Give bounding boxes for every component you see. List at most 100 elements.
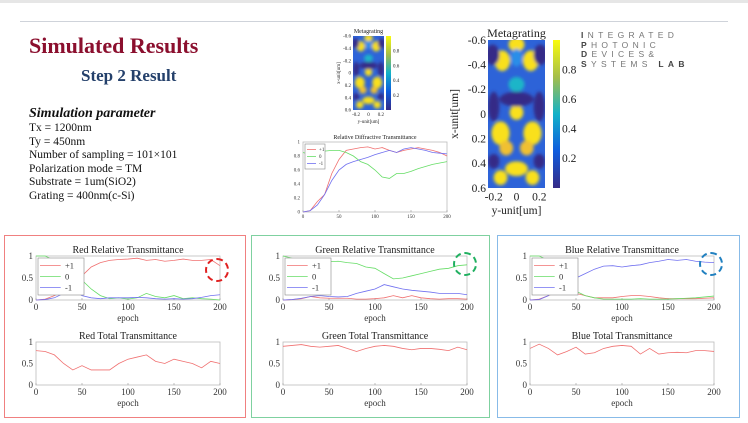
heatmap-blob [505, 161, 528, 177]
heatmap-blob [493, 170, 508, 186]
legend-label: -1 [65, 282, 72, 292]
simulation-parameters: Simulation parameter Tx = 1200nm Ty = 45… [29, 106, 177, 203]
y-tick-label: 0.6 [472, 183, 487, 195]
chart-title: Red Total Transmittance [79, 331, 178, 342]
chart-title: Metagrating [487, 26, 546, 40]
x-tick-label: 0.2 [532, 192, 547, 204]
chart-title: Blue Relative Transmittance [565, 245, 679, 256]
top-bar [0, 0, 748, 3]
chart-heat-small: Metagrating-0.6-0.4-0.200.20.40.6-0.2 0 0.… [337, 29, 400, 125]
y-tick-label: 1 [523, 337, 528, 347]
legend-label: 0 [312, 271, 316, 281]
y-tick-label: 0.5 [269, 359, 281, 369]
y-tick-label: 0.8 [294, 155, 301, 160]
x-tick-label: 50 [325, 302, 335, 312]
x-tick-label: 150 [167, 387, 181, 397]
lab-logo-line: INTEGRATED [581, 30, 679, 40]
heatmap-blob [377, 61, 384, 77]
y-tick-label: 0.5 [22, 359, 34, 369]
heatmap-blob [533, 91, 545, 122]
chart-title: Blue Total Transmittance [572, 331, 673, 342]
y-tick-label: 1 [29, 251, 34, 261]
y-tick-label: 0.6 [345, 109, 352, 114]
chart-green-total: Green Total Transmittance 0 50 100 150 200 0 0.… [269, 331, 475, 408]
y-tick-label: -0.6 [468, 35, 486, 47]
param-tx: Tx = 1200nm [29, 122, 92, 134]
heatmap-blob [499, 91, 534, 107]
heatmap-blobs [488, 40, 545, 186]
x-tick-label: 0 [528, 302, 533, 312]
heatmap-blob [523, 121, 542, 146]
x-tick-label: 200 [460, 387, 474, 397]
colorbar-tick-label: 0.8 [562, 64, 577, 76]
chart-heat-large: Metagrating-0.6-0.4-0.200.20.40.6-0.2 0 0.… [449, 26, 577, 217]
y-tick-label: 0 [480, 109, 486, 121]
legend-label: -1 [319, 162, 324, 167]
legend-label: +1 [319, 148, 325, 153]
x-tick-label: 200 [707, 387, 721, 397]
chart-red-total: Red Total Transmittance 0 50 100 150 200 0 0.5 1… [22, 331, 228, 408]
colorbar-tick-label: 0.8 [393, 49, 400, 54]
legend: +10-1 [37, 257, 85, 296]
legend-label: +1 [559, 260, 568, 270]
plot-area [302, 141, 448, 213]
chart-title: Green Total Transmittance [322, 331, 429, 342]
heatmap-blob [488, 44, 500, 66]
chart-title: Red Relative Transmittance [72, 245, 184, 256]
heatmap-blob [353, 92, 360, 101]
x-axis-label: y-unit[um] [492, 205, 542, 217]
y-axis-label: x-unit[um] [337, 62, 342, 84]
x-tick-label: 100 [615, 387, 629, 397]
y-tick-label: 0 [523, 295, 528, 305]
x-tick-label: 0 [281, 302, 286, 312]
x-tick-label: 0 [514, 192, 520, 204]
y-tick-label: 0 [29, 380, 34, 390]
y-tick-label: 0.4 [294, 183, 301, 188]
x-tick-label: 0.2 [378, 113, 385, 118]
x-tick-label: 200 [707, 302, 721, 312]
heatmap-blob [533, 44, 545, 66]
x-tick-label: 50 [337, 215, 343, 220]
blue-panel [497, 235, 740, 418]
x-tick-label: 200 [443, 215, 451, 220]
y-tick-label: 1 [29, 337, 34, 347]
heatmap-blob [354, 76, 365, 89]
y-tick-label: 0.4 [345, 96, 352, 101]
heatmap-image [488, 40, 545, 188]
x-tick-label: 100 [615, 302, 629, 312]
x-tick-label: 50 [78, 302, 88, 312]
x-tick-label: 100 [121, 302, 135, 312]
legend-label: 0 [65, 271, 69, 281]
y-tick-label: 0 [523, 380, 528, 390]
x-tick-label: -0.2 [352, 113, 360, 118]
chart-title: Metagrating [354, 29, 383, 35]
heatmap-blob [365, 40, 372, 50]
y-tick-label: 0 [29, 295, 34, 305]
y-tick-label: 0.5 [516, 359, 528, 369]
legend: +10-1 [531, 257, 579, 296]
plot-area [35, 341, 221, 386]
x-tick-label: 0 [302, 215, 305, 220]
x-tick-label: 50 [78, 387, 88, 397]
plot-area [529, 341, 715, 386]
y-tick-label: 0.5 [269, 273, 281, 283]
y-tick-label: 0.6 [294, 169, 301, 174]
heatmap-blob [525, 170, 540, 186]
chart-title: Relative Diffractive Transmittance [333, 134, 417, 141]
heatmap-image [353, 36, 384, 110]
colorbar-tick-label: 0.6 [393, 64, 400, 69]
highlight-circle-red [205, 258, 229, 282]
y-tick-label: 1 [276, 251, 281, 261]
heatmap-blob [509, 105, 524, 120]
slide-title: Simulated Results [29, 33, 199, 58]
heatmap-blob [353, 61, 360, 77]
y-tick-label: -0.2 [343, 59, 351, 64]
legend-label: +1 [65, 260, 74, 270]
colorbar-tick-label: 0.2 [562, 153, 577, 165]
x-axis-label: epoch [117, 398, 139, 408]
heatmap-blob [359, 61, 378, 70]
heatmap-blob [488, 91, 500, 122]
